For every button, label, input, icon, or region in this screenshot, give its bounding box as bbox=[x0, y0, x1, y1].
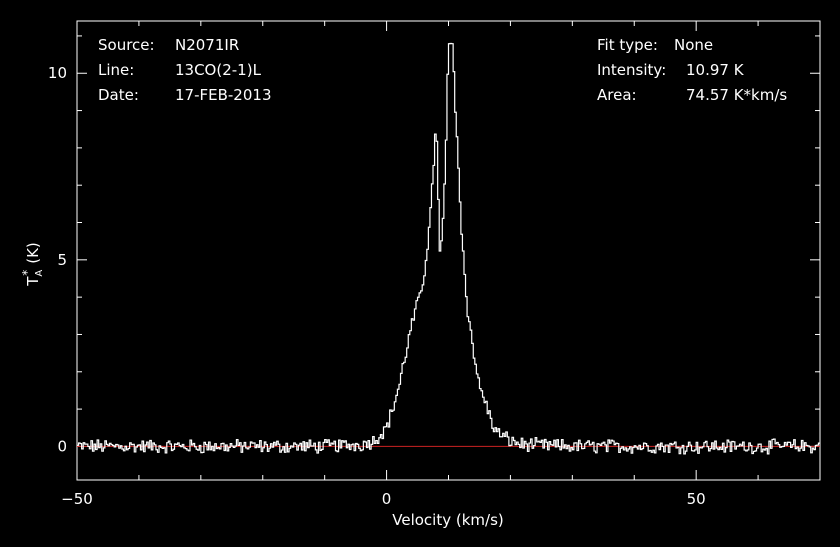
line-value: 13CO(2-1)L bbox=[175, 61, 262, 79]
x-tick-label: 0 bbox=[382, 490, 392, 508]
intensity-key: Intensity: bbox=[597, 61, 666, 79]
series-group bbox=[77, 42, 820, 455]
fit-type-value: None bbox=[674, 36, 713, 54]
date-key: Date: bbox=[98, 86, 139, 104]
y-tick-label: 0 bbox=[57, 437, 67, 455]
area-value: 74.57 K*km/s bbox=[686, 86, 787, 104]
y-axis-label-main: T bbox=[24, 276, 42, 287]
area-key: Area: bbox=[597, 86, 637, 104]
y-axis-label-sub: A bbox=[34, 270, 45, 277]
y-tick-label: 10 bbox=[48, 64, 67, 82]
x-tick-label: −50 bbox=[61, 490, 93, 508]
y-axis-label-sup: * bbox=[20, 270, 34, 276]
intensity-value: 10.97 K bbox=[686, 61, 745, 79]
line-key: Line: bbox=[98, 61, 134, 79]
y-axis-label-unit: (K) bbox=[24, 242, 42, 264]
svg-text:TA*(K): TA* (K) bbox=[20, 242, 45, 287]
x-tick-label: 50 bbox=[687, 490, 706, 508]
fit-type-key: Fit type: bbox=[597, 36, 658, 54]
axes-group: −50 0 50 0 5 10 bbox=[48, 20, 821, 508]
x-axis-label: Velocity (km/s) bbox=[392, 511, 503, 529]
date-value: 17-FEB-2013 bbox=[175, 86, 271, 104]
spectrum-line bbox=[77, 42, 820, 455]
y-tick-label: 5 bbox=[57, 251, 67, 269]
source-value: N2071IR bbox=[175, 36, 239, 54]
y-axis-label: TA* (K) bbox=[20, 242, 45, 287]
source-key: Source: bbox=[98, 36, 155, 54]
